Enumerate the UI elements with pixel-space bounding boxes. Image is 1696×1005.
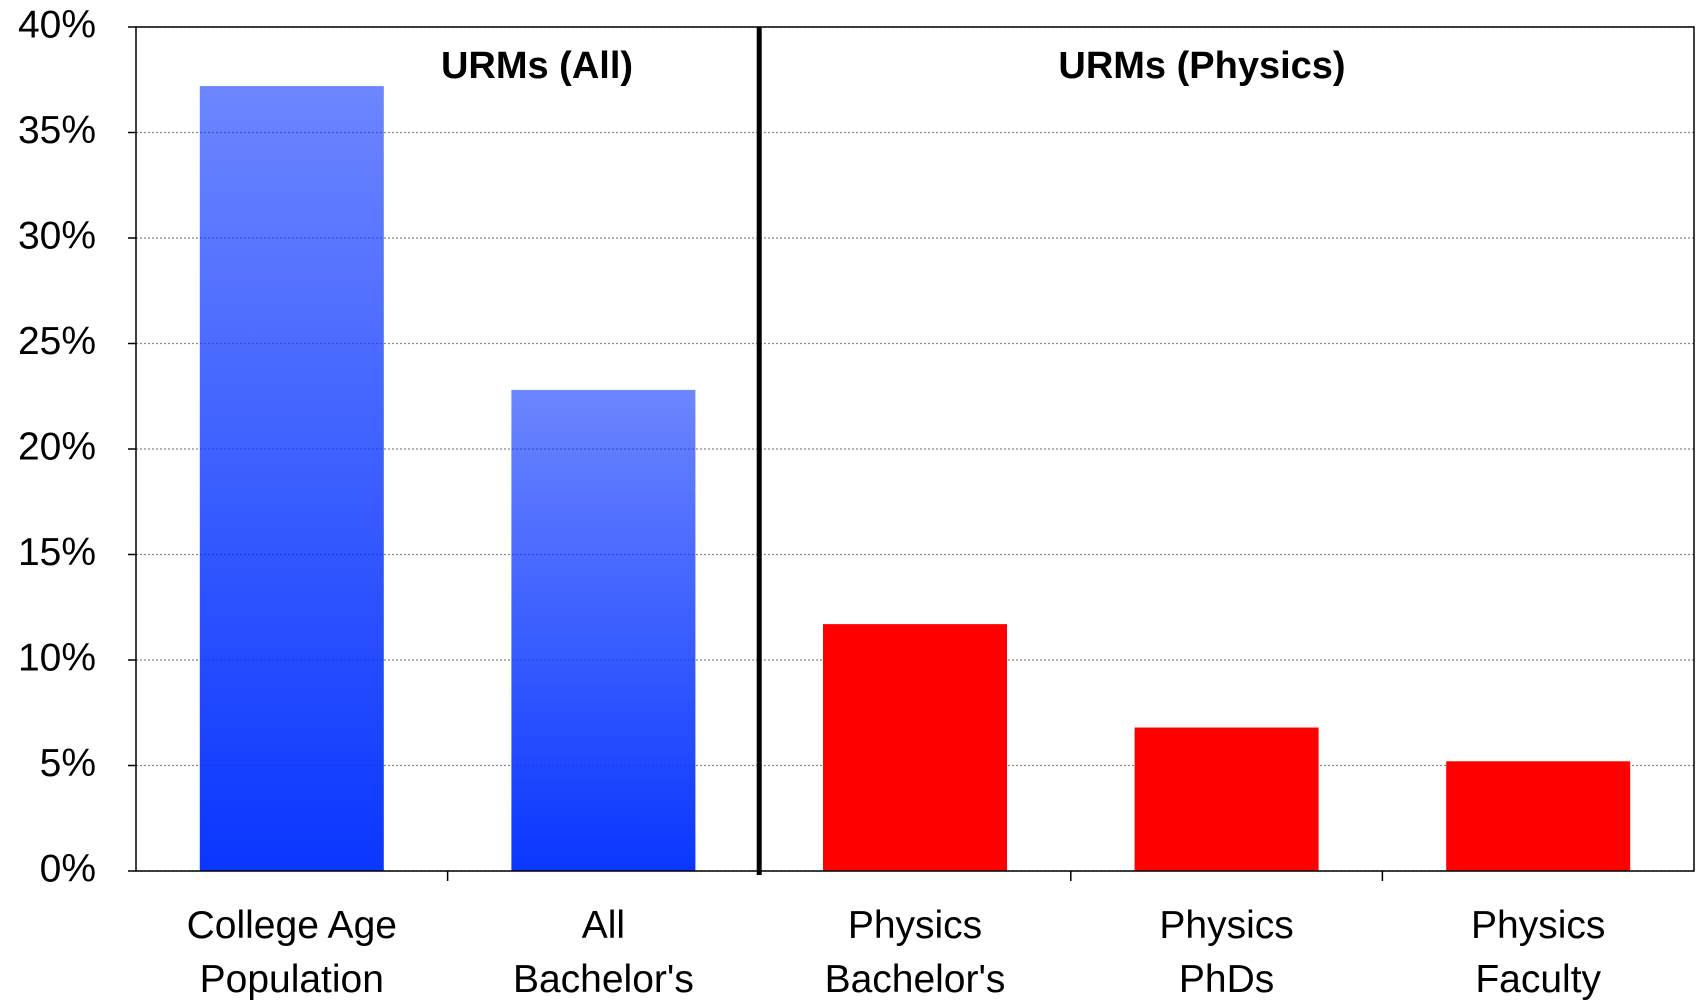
bar — [1134, 727, 1319, 871]
x-tick-label: Physics Faculty — [1471, 904, 1606, 1001]
annotation: URMs (All) — [441, 45, 633, 87]
x-tick-label: College Age Population — [186, 904, 397, 1001]
bar — [1446, 761, 1631, 871]
y-tick-label: 40% — [18, 3, 96, 46]
x-tick-label: All Bachelor's — [512, 904, 694, 1001]
plot-frame — [135, 26, 1695, 872]
x-tick-label: Physics PhDs — [1159, 904, 1294, 1001]
annotation: URMs (Physics) — [1058, 45, 1345, 87]
y-tick-label: 5% — [40, 742, 96, 785]
y-tick-label: 35% — [18, 109, 96, 152]
bar — [511, 389, 696, 871]
y-tick-label: 25% — [18, 320, 96, 363]
bar — [199, 86, 384, 871]
y-tick-label: 10% — [18, 636, 96, 679]
y-tick-label: 30% — [18, 214, 96, 257]
y-tick-label: 20% — [18, 425, 96, 468]
bar — [823, 624, 1007, 871]
x-tick-label: Physics Bachelor's — [824, 904, 1006, 1001]
y-tick-label: 15% — [18, 531, 96, 574]
y-tick-label: 0% — [40, 847, 96, 890]
